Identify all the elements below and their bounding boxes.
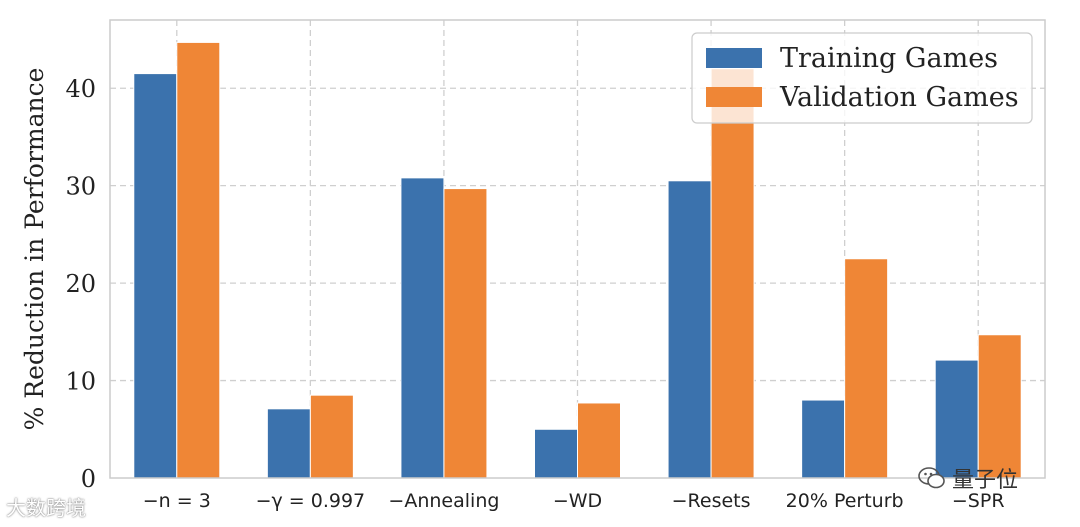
plot-frame [109,19,1046,479]
y-axis-ticks: 0 10 20 30 40 [65,75,96,493]
bar-training-6 [934,359,979,479]
bar-validation-2 [443,188,488,479]
bar-validation-5 [844,258,889,479]
legend-label-0: Training Games [780,43,998,74]
legend: Training Games Validation Games [691,32,1033,124]
bar-validation-3 [577,402,621,479]
x-tick-label: −Annealing [388,490,499,512]
x-tick-label: −γ = 0.997 [256,490,366,512]
legend-swatch-0 [706,48,762,68]
watermark-left: 大数跨境 [6,496,86,520]
bar-validation-4 [710,68,755,479]
y-tick-label: 0 [81,465,96,493]
bar-group [133,41,1022,479]
y-tick-label: 10 [65,368,96,396]
x-tick-label: −n = 3 [143,490,211,512]
legend-label-1: Validation Games [779,82,1019,113]
watermark-right: 量子位 [918,462,1018,494]
x-tick-label: −WD [553,490,602,512]
bar-training-1 [266,408,311,479]
bar-training-3 [534,428,578,479]
x-tick-label: −SPR [952,490,1005,512]
x-tick-label: −Resets [672,490,751,512]
y-tick-label: 20 [65,270,96,298]
y-tick-label: 40 [65,75,96,103]
legend-swatch-1 [706,87,762,107]
bar-validation-0 [176,41,221,479]
bar-training-2 [400,177,445,479]
wechat-icon [918,467,945,489]
x-tick-label: 20% Perturb [786,490,904,512]
watermark-right-text: 量子位 [952,468,1019,493]
bar-validation-6 [977,334,1022,479]
y-tick-label: 30 [65,173,96,201]
bar-training-0 [133,73,178,479]
bar-validation-1 [309,394,354,479]
legend-box [691,32,1033,124]
bar-training-5 [801,399,846,479]
bar-training-4 [667,180,712,479]
y-axis-label: % Reduction in Performance [20,68,49,431]
x-axis-ticks: −n = 3 −γ = 0.997 −Annealing −WD −Resets 20% … [143,490,1005,512]
